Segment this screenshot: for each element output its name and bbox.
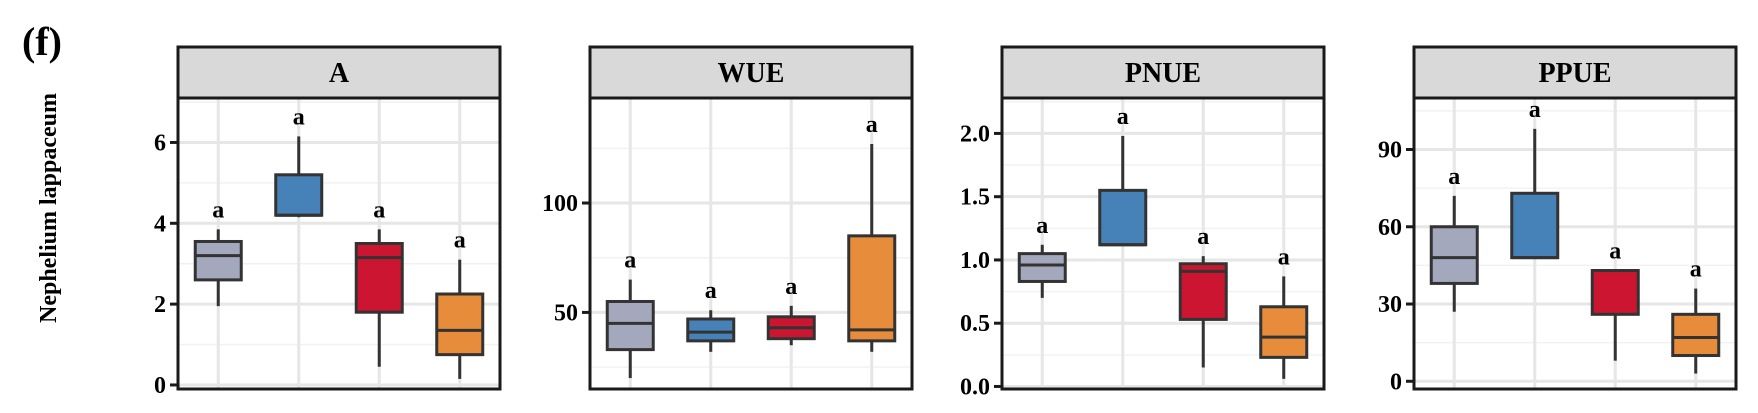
y-tick-label: 100	[542, 191, 578, 217]
facet-panel-4: PPUE 0 30 60 90 a a a a	[1378, 45, 1738, 395]
box-group-2: a	[686, 278, 736, 352]
significance-letter: a	[293, 104, 305, 130]
box	[1510, 191, 1560, 260]
box	[435, 292, 485, 357]
significance-letter: a	[1609, 239, 1621, 265]
facet-panels: A 0 2 4 6 a a a a WUE 50 100 a a a a PNUE 0.0 0.5 1.0 1.5 2.0…	[154, 45, 1738, 400]
y-tick-label: 2.0	[960, 121, 990, 147]
box-group-4: a	[847, 112, 897, 352]
significance-letter: a	[624, 248, 636, 274]
significance-letter: a	[1529, 97, 1541, 123]
box-group-3: a	[766, 274, 816, 346]
y-tick-label: 2	[154, 292, 166, 318]
y-tick-label: 0	[1390, 369, 1402, 395]
box	[1671, 312, 1721, 358]
significance-letter: a	[1036, 213, 1048, 239]
y-tick-label: 6	[154, 130, 166, 156]
box-group-2: a	[1510, 97, 1560, 260]
significance-letter: a	[705, 278, 717, 304]
significance-letter: a	[373, 197, 385, 223]
box	[1259, 305, 1309, 359]
y-tick-label: 0	[154, 373, 166, 399]
y-tick-label: 0.0	[960, 374, 990, 400]
box	[847, 234, 897, 343]
box-group-4: a	[435, 228, 485, 379]
box	[1429, 225, 1479, 285]
box	[1178, 262, 1228, 321]
y-tick-label: 0.5	[960, 311, 990, 337]
panel-label: (f)	[22, 19, 62, 64]
box	[354, 242, 404, 314]
box-group-4: a	[1671, 257, 1721, 374]
strip-header	[1000, 45, 1326, 100]
strip-header	[1412, 45, 1738, 100]
significance-letter: a	[212, 197, 224, 223]
y-tick-label: 4	[154, 211, 166, 237]
panel-frame	[176, 96, 502, 391]
significance-letter: a	[785, 274, 797, 300]
y-tick-label: 90	[1378, 138, 1402, 164]
box	[274, 173, 324, 217]
panel-frame	[1412, 96, 1738, 391]
significance-letter: a	[1448, 164, 1460, 190]
y-tick-label: 1.0	[960, 248, 990, 274]
box-group-1: a	[1429, 164, 1479, 312]
panel-title: PNUE	[1125, 58, 1201, 89]
panel-frame	[588, 96, 914, 391]
y-tick-label: 1.5	[960, 185, 990, 211]
box	[1590, 269, 1640, 316]
panel-frame	[1000, 96, 1326, 391]
box	[1098, 188, 1148, 247]
y-tick-label: 50	[554, 300, 578, 326]
box	[605, 299, 655, 352]
significance-letter: a	[866, 112, 878, 138]
panel-title: A	[329, 58, 350, 89]
y-tick-label: 60	[1378, 215, 1402, 241]
box-group-2: a	[274, 104, 324, 218]
box	[1017, 252, 1067, 283]
box-group-1: a	[1017, 213, 1067, 298]
facet-panel-1: A 0 2 4 6 a a a a	[154, 45, 502, 399]
strip-header	[588, 45, 914, 100]
box-group-3: a	[1178, 224, 1228, 368]
box-group-3: a	[1590, 239, 1640, 361]
facet-panel-2: WUE 50 100 a a a a	[542, 45, 914, 391]
y-tick-label: 30	[1378, 292, 1402, 318]
box	[193, 239, 243, 282]
panel-title: WUE	[718, 58, 785, 89]
box-group-1: a	[605, 248, 655, 379]
significance-letter: a	[1117, 104, 1129, 130]
box-group-2: a	[1098, 104, 1148, 247]
significance-letter: a	[454, 228, 466, 254]
significance-letter: a	[1197, 224, 1209, 250]
box-group-1: a	[193, 197, 243, 307]
y-axis-label: Nephelium lappaceum	[36, 93, 62, 323]
facet-panel-3: PNUE 0.0 0.5 1.0 1.5 2.0 a a a a	[960, 45, 1326, 400]
strip-header	[176, 45, 502, 100]
significance-letter: a	[1690, 257, 1702, 283]
box-group-3: a	[354, 197, 404, 367]
panel-title: PPUE	[1538, 58, 1611, 89]
box-group-4: a	[1259, 244, 1309, 379]
significance-letter: a	[1278, 244, 1290, 270]
box	[686, 317, 736, 343]
